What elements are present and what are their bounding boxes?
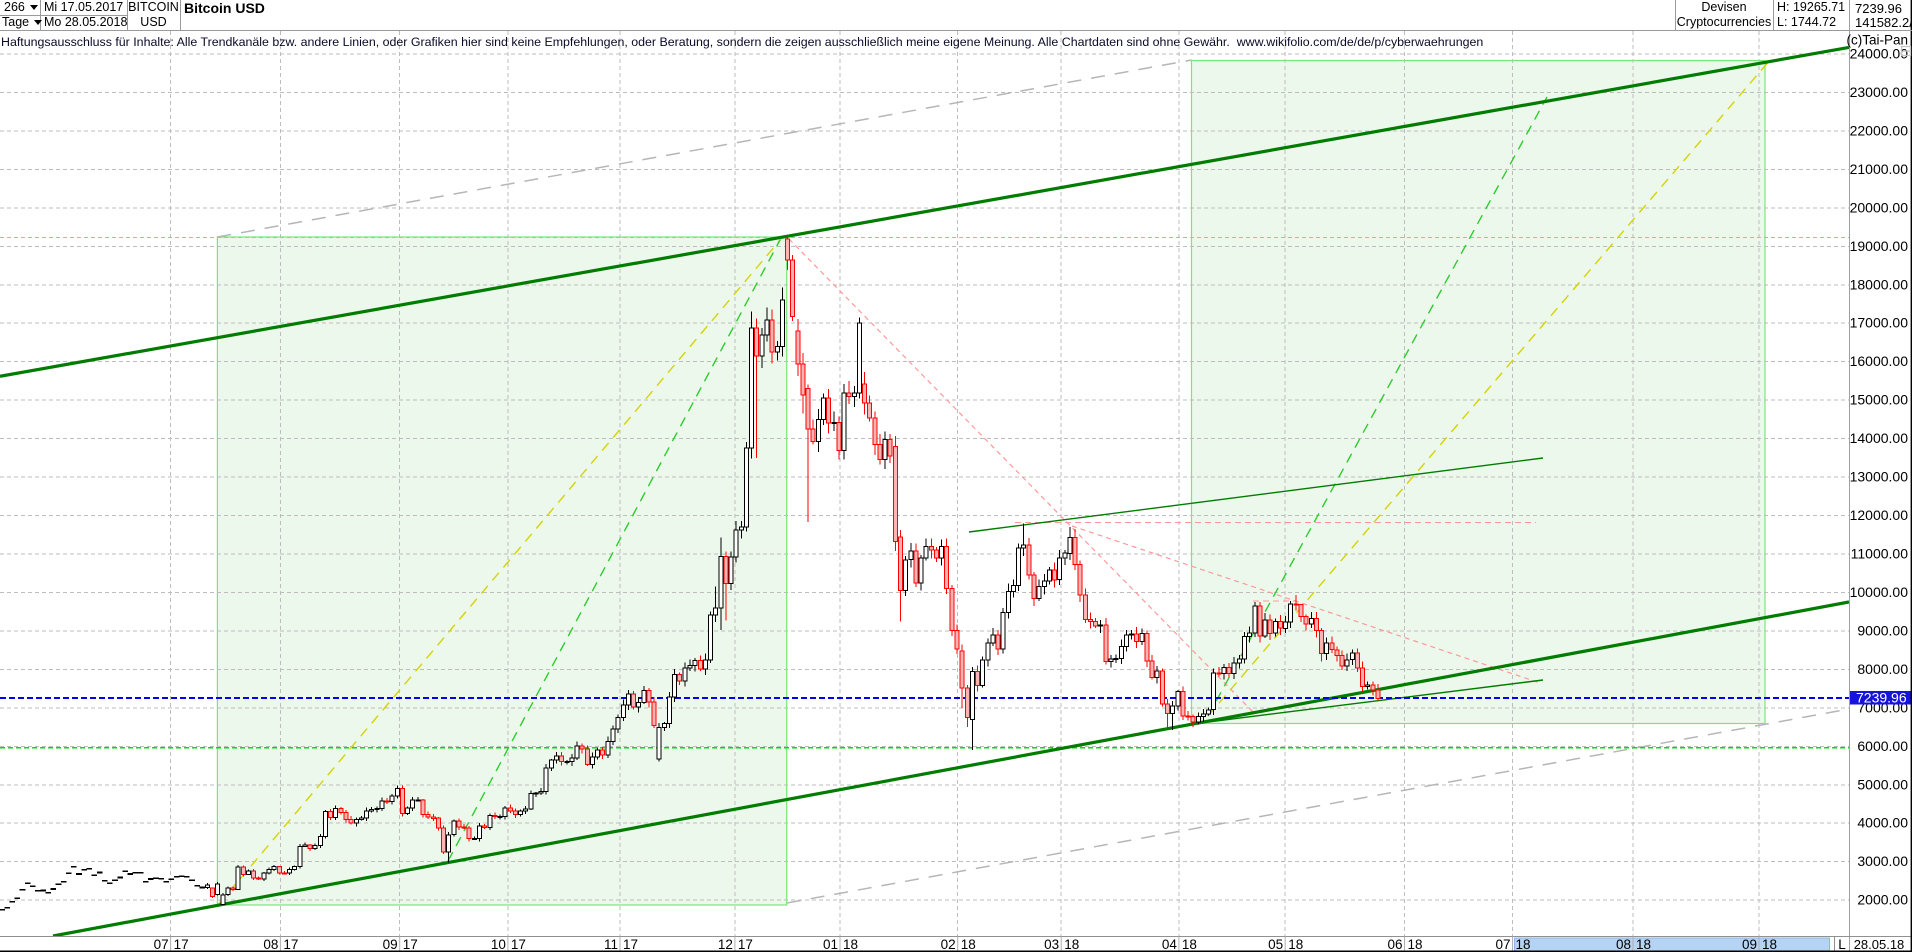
svg-text:5000.00: 5000.00	[1857, 776, 1908, 792]
svg-text:L: L	[1838, 937, 1846, 952]
svg-text:18: 18	[1288, 937, 1303, 952]
svg-text:18000.00: 18000.00	[1850, 276, 1909, 292]
svg-text:21000.00: 21000.00	[1850, 161, 1909, 177]
svg-text:4000.00: 4000.00	[1857, 815, 1908, 831]
svg-text:13000.00: 13000.00	[1850, 469, 1909, 485]
svg-text:18: 18	[1182, 937, 1197, 952]
svg-text:17: 17	[403, 937, 418, 952]
svg-text:15000.00: 15000.00	[1850, 392, 1909, 408]
svg-text:18: 18	[1516, 937, 1531, 952]
svg-text:3000.00: 3000.00	[1857, 853, 1908, 869]
svg-text:14000.00: 14000.00	[1850, 430, 1909, 446]
svg-text:8000.00: 8000.00	[1857, 661, 1908, 677]
svg-text:19000.00: 19000.00	[1850, 238, 1909, 254]
svg-text:07: 07	[1495, 937, 1510, 952]
svg-text:17: 17	[623, 937, 638, 952]
svg-text:9000.00: 9000.00	[1857, 622, 1908, 638]
svg-text:17: 17	[738, 937, 753, 952]
svg-text:17: 17	[511, 937, 526, 952]
svg-text:11000.00: 11000.00	[1851, 546, 1909, 562]
svg-text:17000.00: 17000.00	[1850, 315, 1909, 331]
svg-text:17: 17	[283, 937, 298, 952]
svg-text:18: 18	[843, 937, 858, 952]
svg-text:18: 18	[1636, 937, 1651, 952]
svg-text:10: 10	[491, 937, 506, 952]
svg-text:18: 18	[1408, 937, 1423, 952]
svg-text:28.05.18: 28.05.18	[1854, 937, 1905, 952]
svg-text:05: 05	[1268, 937, 1283, 952]
svg-text:12: 12	[718, 937, 733, 952]
svg-text:08: 08	[263, 937, 278, 952]
svg-text:08: 08	[1616, 937, 1631, 952]
svg-text:20000.00: 20000.00	[1850, 199, 1909, 215]
svg-text:07: 07	[154, 937, 169, 952]
svg-text:6000.00: 6000.00	[1857, 738, 1908, 754]
svg-text:11: 11	[604, 937, 618, 952]
svg-text:18: 18	[1064, 937, 1079, 952]
svg-text:24000.00: 24000.00	[1850, 46, 1909, 62]
svg-text:23000.00: 23000.00	[1850, 84, 1909, 100]
svg-text:04: 04	[1162, 937, 1178, 952]
svg-text:18: 18	[1762, 937, 1777, 952]
svg-text:09: 09	[1742, 937, 1757, 952]
svg-text:2000.00: 2000.00	[1857, 892, 1908, 908]
svg-text:01: 01	[823, 937, 838, 952]
svg-text:09: 09	[383, 937, 398, 952]
svg-text:03: 03	[1044, 937, 1059, 952]
svg-text:(c)Tai-Pan: (c)Tai-Pan	[1846, 33, 1908, 48]
svg-text:18: 18	[961, 937, 976, 952]
svg-text:12000.00: 12000.00	[1850, 507, 1909, 523]
svg-text:06: 06	[1387, 937, 1402, 952]
svg-text:17: 17	[174, 937, 189, 952]
svg-text:02: 02	[941, 937, 956, 952]
svg-text:7239.96: 7239.96	[1856, 690, 1907, 706]
svg-text:10000.00: 10000.00	[1850, 584, 1909, 600]
svg-text:22000.00: 22000.00	[1850, 122, 1909, 138]
svg-text:16000.00: 16000.00	[1850, 353, 1909, 369]
